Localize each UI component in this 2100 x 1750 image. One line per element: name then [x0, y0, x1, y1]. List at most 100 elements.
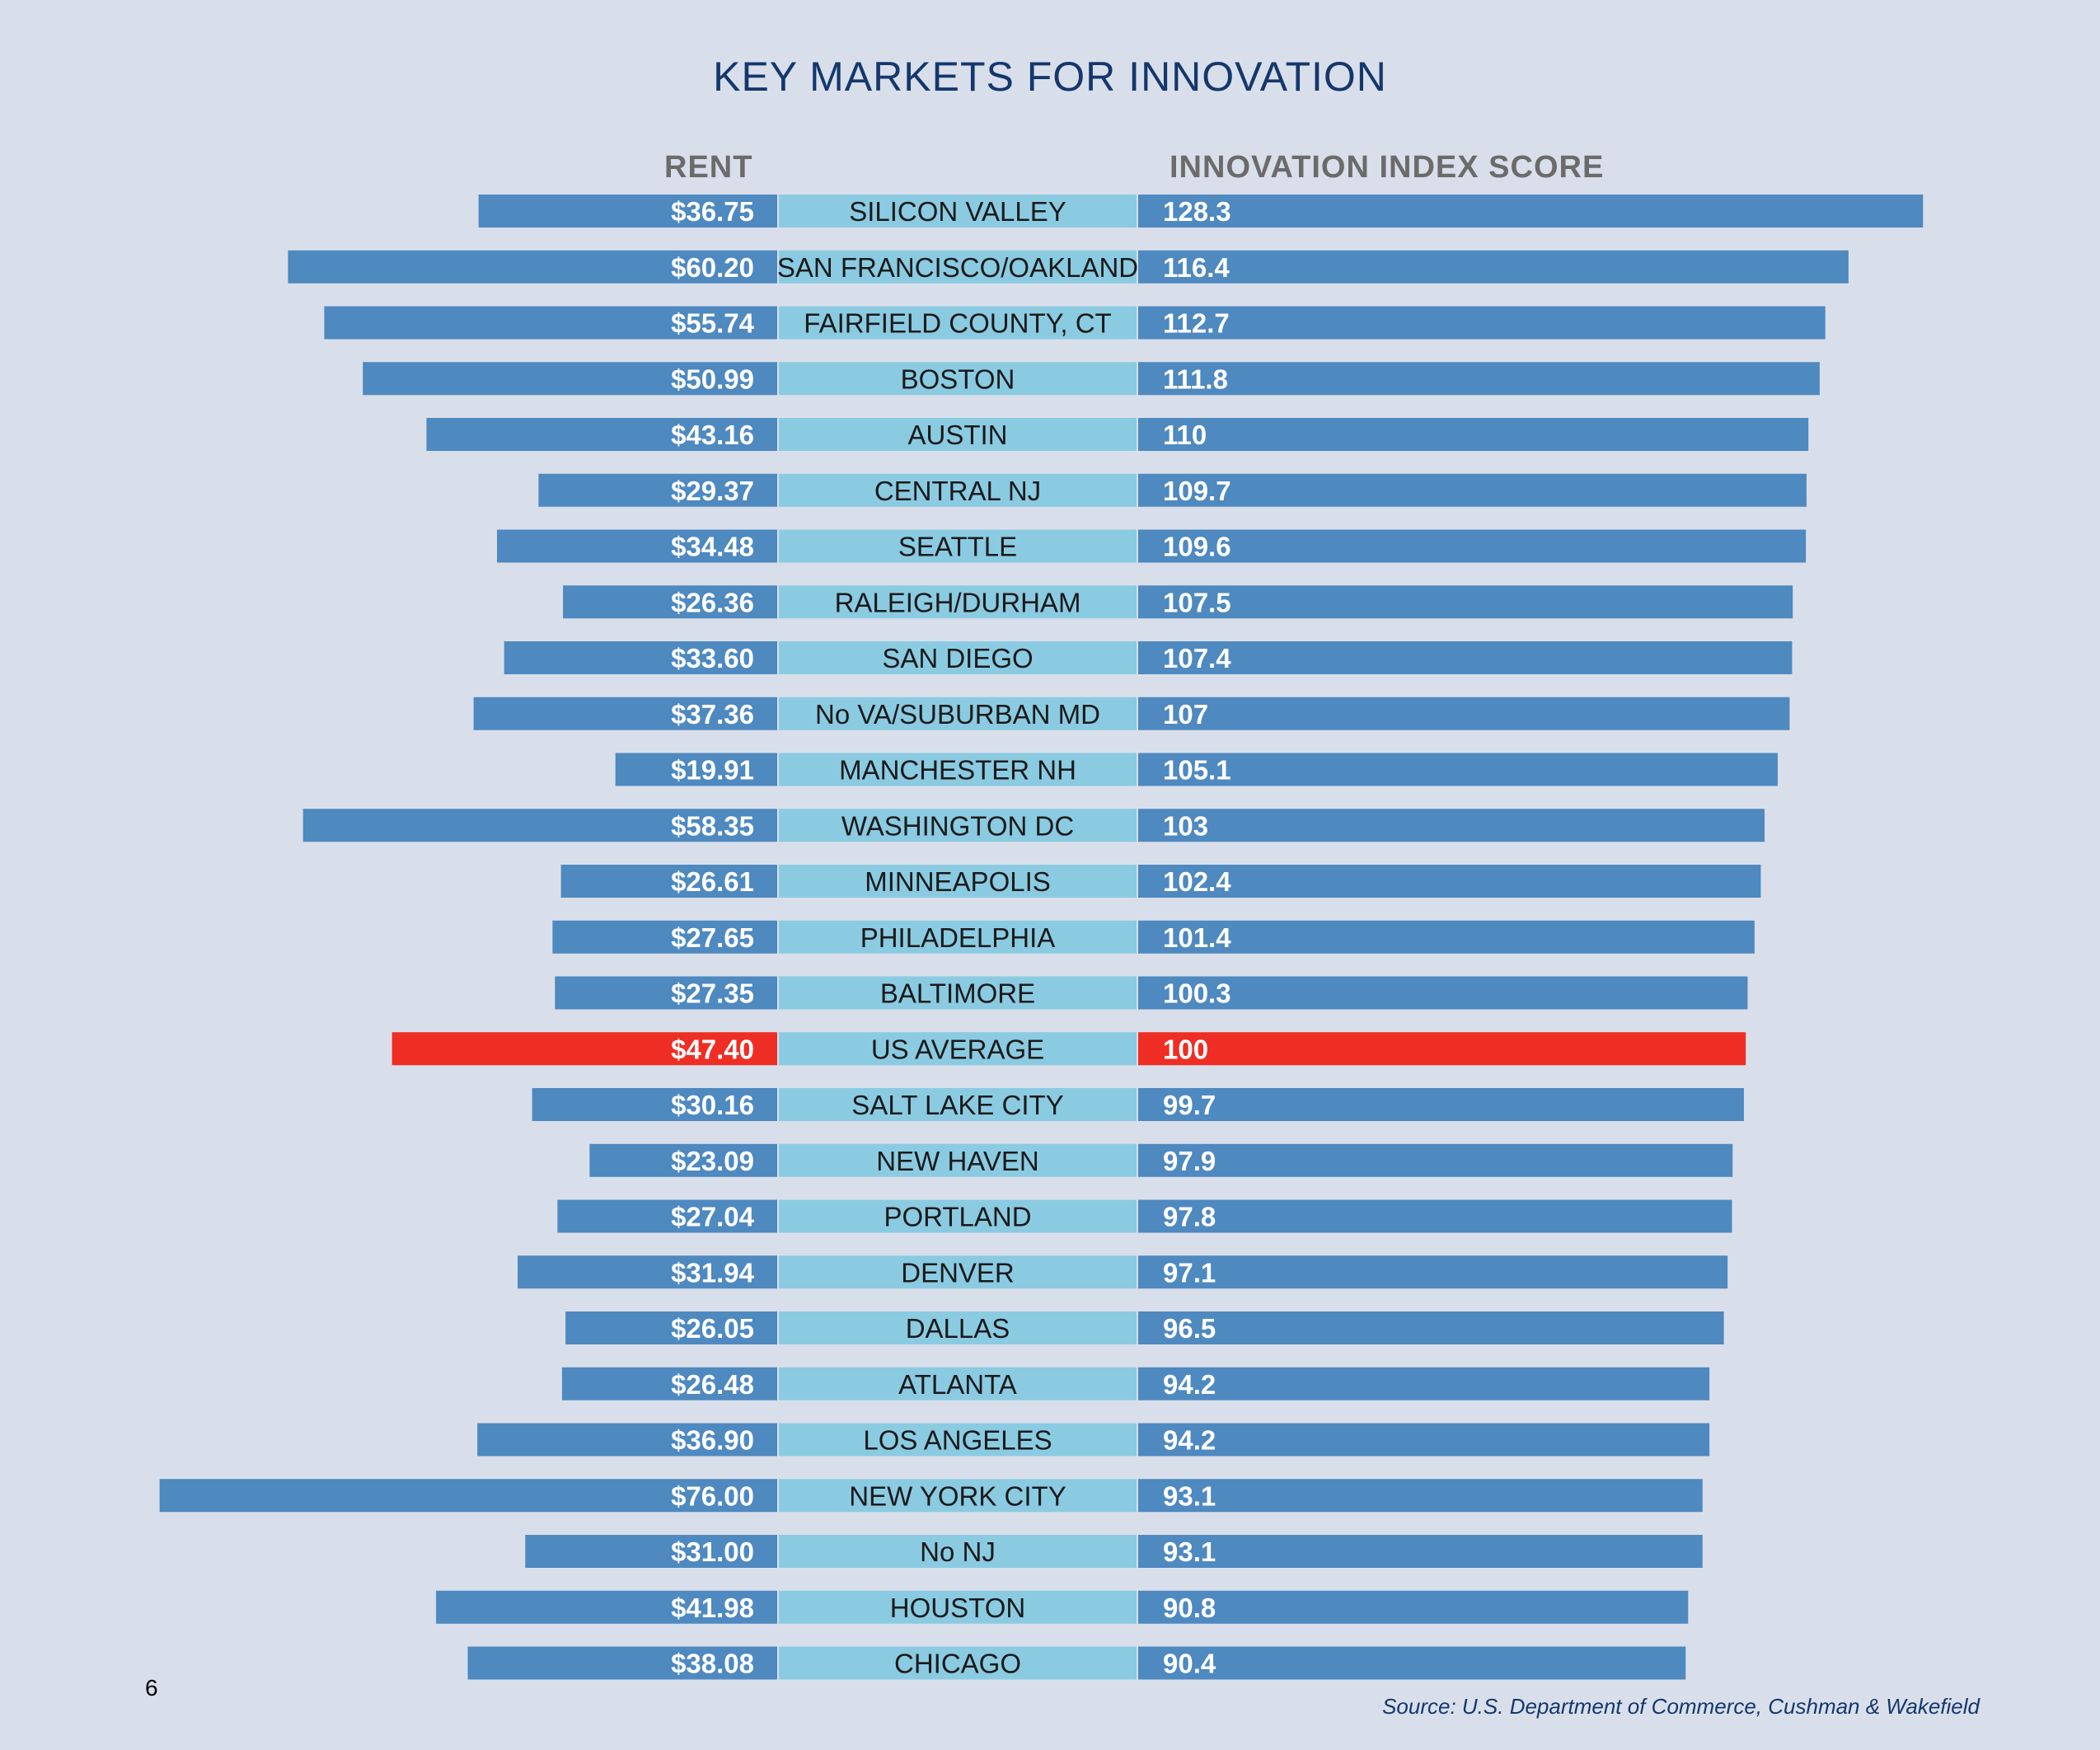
market-name-label: SAN DIEGO: [882, 643, 1033, 673]
innovation-score-bar: [1138, 418, 1809, 451]
rent-bar: [497, 529, 777, 563]
innovation-score-label: 111.8: [1163, 364, 1228, 394]
innovation-score-bar: [1138, 250, 1849, 284]
market-name-label: US AVERAGE: [871, 1034, 1044, 1064]
innovation-score-bar: [1138, 306, 1826, 340]
rent-value-label: $55.74: [671, 308, 755, 339]
innovation-score-bar: [1138, 1255, 1728, 1289]
rent-value-label: $47.40: [671, 1034, 754, 1064]
market-label-band: [779, 1032, 1137, 1066]
rent-bar: [467, 1646, 777, 1680]
innovation-score-bar: [1138, 697, 1790, 730]
innovation-score-label: 94.2: [1163, 1369, 1216, 1400]
innovation-score-bar: [1138, 920, 1755, 954]
innovation-score-label: 109.6: [1163, 532, 1231, 562]
rent-bar: [532, 1088, 777, 1121]
innovation-score-bar: [1138, 1423, 1710, 1457]
rent-value-label: $37.36: [671, 699, 754, 730]
market-label-band: [779, 1255, 1137, 1289]
market-label-band: [779, 641, 1137, 674]
market-label-band: [779, 865, 1137, 898]
market-label-band: [779, 1423, 1137, 1457]
market-name-label: AUSTIN: [907, 420, 1007, 450]
rent-value-label: $36.75: [671, 196, 754, 227]
rent-value-label: $29.37: [671, 476, 754, 506]
rent-bar: [563, 585, 777, 619]
innovation-score-bar: [1138, 1199, 1732, 1233]
rent-bar: [560, 865, 777, 898]
rent-bar: [426, 418, 777, 451]
innovation-score-label: 90.8: [1163, 1593, 1216, 1623]
rent-value-label: $58.35: [671, 810, 754, 841]
market-name-label: RALEIGH/DURHAM: [835, 587, 1081, 617]
rent-value-label: $43.16: [671, 420, 754, 450]
market-name-label: CENTRAL NJ: [874, 476, 1041, 506]
market-name-label: DENVER: [901, 1257, 1015, 1288]
innovation-score-bar: [1138, 865, 1761, 898]
rent-bar: [518, 1255, 777, 1289]
rent-value-label: $27.35: [671, 978, 754, 1009]
rent-value-label: $34.48: [671, 532, 754, 562]
market-name-label: SALT LAKE CITY: [851, 1090, 1063, 1120]
rent-value-label: $26.61: [671, 866, 754, 897]
rent-bar: [555, 976, 777, 1010]
market-label-band: [779, 809, 1137, 842]
innovation-score-column-header: INNOVATION INDEX SCORE: [1170, 150, 1605, 185]
innovation-score-label: 110: [1163, 420, 1207, 450]
rent-value-label: $33.60: [671, 643, 754, 673]
innovation-score-label: 93.1: [1163, 1537, 1216, 1567]
market-label-band: [779, 362, 1137, 396]
innovation-score-label: 100.3: [1163, 978, 1231, 1009]
market-label-band: [779, 976, 1137, 1010]
innovation-score-bar: [1138, 641, 1793, 674]
innovation-score-label: 109.7: [1163, 476, 1231, 506]
rent-value-label: $60.20: [671, 252, 754, 283]
market-name-label: CHICAGO: [894, 1649, 1021, 1679]
innovation-score-label: 103: [1163, 810, 1208, 841]
innovation-score-label: 96.5: [1163, 1313, 1216, 1344]
innovation-score-label: 102.4: [1163, 866, 1231, 897]
innovation-score-label: 100: [1163, 1034, 1208, 1064]
innovation-score-bar: [1138, 1088, 1744, 1121]
innovation-score-bar: [1138, 585, 1793, 619]
market-name-label: PORTLAND: [884, 1202, 1031, 1232]
innovation-score-label: 107: [1163, 699, 1208, 730]
innovation-score-bar: [1138, 1590, 1689, 1624]
innovation-score-label: 99.7: [1163, 1090, 1216, 1120]
rent-value-label: $26.05: [671, 1313, 754, 1344]
innovation-score-bar: [1138, 529, 1807, 563]
innovation-score-bar: [1138, 809, 1765, 842]
market-name-label: SILICON VALLEY: [849, 196, 1066, 227]
market-name-label: ATLANTA: [898, 1369, 1017, 1400]
market-label-band: [779, 529, 1137, 563]
rent-bar: [302, 809, 777, 842]
innovation-score-label: 90.4: [1163, 1649, 1216, 1679]
innovation-score-bar: [1138, 976, 1748, 1010]
market-name-label: BOSTON: [901, 364, 1015, 394]
market-label-band: [779, 195, 1137, 228]
market-label-band: [779, 1479, 1137, 1513]
rent-bar: [525, 1535, 777, 1568]
market-name-label: NEW HAVEN: [876, 1146, 1038, 1176]
market-label-band: [779, 753, 1137, 786]
rent-value-label: $27.04: [671, 1202, 755, 1232]
market-label-band: [779, 473, 1137, 507]
innovation-score-bar: [1138, 473, 1807, 507]
market-name-label: MINNEAPOLIS: [865, 866, 1051, 897]
market-label-band: [779, 1199, 1137, 1233]
rent-column-header: RENT: [664, 150, 753, 185]
rent-value-label: $41.98: [671, 1593, 754, 1623]
market-name-label: SAN FRANCISCO/OAKLAND: [777, 252, 1138, 283]
innovation-score-label: 97.8: [1163, 1202, 1216, 1232]
innovation-score-label: 94.2: [1163, 1425, 1216, 1456]
market-label-band: [779, 697, 1137, 730]
innovation-score-bar: [1138, 362, 1820, 396]
rent-bar: [159, 1479, 777, 1513]
innovation-score-label: 93.1: [1163, 1480, 1216, 1511]
rent-bar: [565, 1311, 777, 1344]
page-number: 6: [145, 1675, 158, 1701]
market-name-label: DALLAS: [906, 1313, 1010, 1344]
rent-bar: [391, 1032, 777, 1066]
innovation-score-label: 105.1: [1163, 755, 1231, 786]
